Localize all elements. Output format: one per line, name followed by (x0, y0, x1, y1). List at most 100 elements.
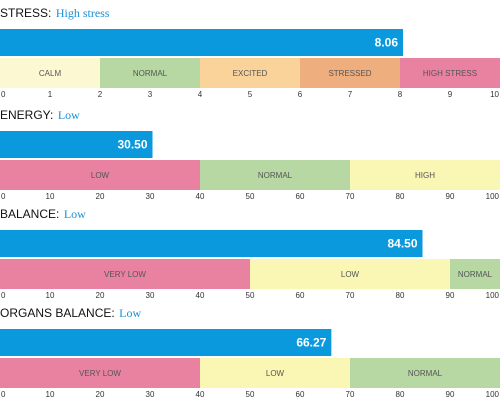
zone-label: NORMAL (133, 69, 168, 78)
stress-header: STRESS: High stress (0, 2, 109, 24)
energy-header: ENERGY: Low (0, 104, 80, 126)
x-tick-label: 80 (396, 390, 405, 399)
x-tick-label: 70 (346, 291, 355, 300)
zone-label: VERY LOW (104, 270, 146, 279)
balance-header: BALANCE: Low (0, 203, 86, 225)
x-tick-label: 0 (1, 192, 6, 201)
x-tick-label: 80 (396, 192, 405, 201)
x-tick-label: 40 (196, 192, 205, 201)
zone-label: NORMAL (258, 171, 293, 180)
stress-bar-chart: CALM NORMAL EXCITED STRESSED HIGH STRESS 8.06… (0, 29, 500, 99)
value-bar (0, 131, 153, 158)
organs-balance-status: Low (119, 306, 142, 320)
zone-band-very-low (0, 358, 200, 388)
x-tick-label: 6 (298, 90, 303, 99)
x-tick-label: 20 (96, 390, 105, 399)
x-tick-label: 0 (1, 90, 6, 99)
zone-band-calm (0, 58, 100, 88)
value-label: 84.50 (387, 237, 417, 251)
energy-indicator: ENERGY: Low LOW NORMAL HIGH 30.50 0 10 20 30 40 5… (0, 104, 500, 204)
x-tick-label: 40 (196, 291, 205, 300)
zone-band-high-stress (400, 58, 500, 88)
zone-band-normal (350, 358, 500, 388)
zone-label: LOW (91, 171, 110, 180)
x-tick-label: 70 (346, 192, 355, 201)
zone-label: LOW (266, 369, 285, 378)
value-label: 8.06 (375, 36, 399, 50)
zone-label: NORMAL (408, 369, 443, 378)
x-tick-label: 0 (1, 390, 6, 399)
x-tick-label: 90 (446, 390, 455, 399)
x-tick-label: 100 (486, 192, 500, 201)
zone-band-normal (450, 259, 500, 289)
x-tick-label: 100 (486, 390, 500, 399)
x-tick-label: 90 (446, 291, 455, 300)
zone-label: NORMAL (458, 270, 493, 279)
organs-balance-indicator: ORGANS BALANCE: Low VERY LOW LOW NORMAL 66.… (0, 302, 500, 402)
energy-bar-chart: LOW NORMAL HIGH 30.50 0 10 20 30 40 50 60 70 80 90 100 (0, 131, 500, 201)
stress-status: High stress (55, 6, 110, 20)
x-tick-label: 9 (448, 90, 453, 99)
zone-band-normal (100, 58, 200, 88)
zone-band-low (0, 160, 200, 190)
x-tick-label: 100 (486, 291, 500, 300)
organs-balance-header: ORGANS BALANCE: Low (0, 302, 141, 324)
organs-balance-bar-chart: VERY LOW LOW NORMAL 66.27 0 10 20 30 40 50 60 70 80 9… (0, 329, 500, 399)
x-tick-label: 7 (348, 90, 353, 99)
x-tick-label: 0 (1, 291, 6, 300)
zone-band-stressed (300, 58, 400, 88)
x-tick-label: 1 (48, 90, 53, 99)
zone-label: VERY LOW (79, 369, 121, 378)
value-bar (0, 230, 423, 257)
stress-indicator: STRESS: High stress CALM NORMAL EXCITED STR… (0, 2, 500, 102)
value-label: 66.27 (296, 336, 326, 350)
x-tick-label: 50 (246, 192, 255, 201)
value-bar (0, 329, 332, 356)
x-tick-label: 5 (248, 90, 253, 99)
x-tick-label: 10 (490, 90, 499, 99)
x-tick-label: 50 (246, 291, 255, 300)
zone-band-very-low (0, 259, 250, 289)
x-tick-label: 60 (296, 291, 305, 300)
zone-band-normal (200, 160, 350, 190)
x-tick-label: 90 (446, 192, 455, 201)
zone-label: HIGH STRESS (423, 69, 477, 78)
x-tick-label: 20 (96, 291, 105, 300)
zone-label: HIGH (415, 171, 435, 180)
zone-label: LOW (341, 270, 360, 279)
balance-status: Low (63, 207, 86, 221)
x-tick-label: 50 (246, 390, 255, 399)
balance-bar-chart: VERY LOW LOW NORMAL 84.50 0 10 20 30 40 50 60 70 80 9… (0, 230, 500, 300)
x-tick-label: 60 (296, 192, 305, 201)
x-tick-label: 3 (148, 90, 153, 99)
x-tick-label: 10 (46, 192, 55, 201)
x-tick-label: 10 (46, 291, 55, 300)
x-tick-label: 30 (146, 390, 155, 399)
organs-balance-label: ORGANS BALANCE: (0, 306, 115, 320)
energy-status: Low (57, 108, 80, 122)
zone-band-low (250, 259, 450, 289)
balance-label: BALANCE: (0, 207, 60, 221)
stress-label: STRESS: (0, 6, 52, 20)
zone-label: EXCITED (233, 69, 268, 78)
zone-band-high (350, 160, 500, 190)
value-bar (0, 29, 403, 56)
x-tick-label: 40 (196, 390, 205, 399)
value-label: 30.50 (117, 138, 147, 152)
x-tick-label: 4 (198, 90, 203, 99)
x-tick-label: 30 (146, 291, 155, 300)
x-tick-label: 30 (146, 192, 155, 201)
zone-band-excited (200, 58, 300, 88)
zone-label: CALM (39, 69, 62, 78)
x-tick-label: 60 (296, 390, 305, 399)
zone-label: STRESSED (328, 69, 371, 78)
energy-label: ENERGY: (0, 108, 54, 122)
balance-indicator: BALANCE: Low VERY LOW LOW NORMAL 84.50 0 10 20… (0, 203, 500, 303)
zone-band-low (200, 358, 350, 388)
x-tick-label: 80 (396, 291, 405, 300)
x-tick-label: 10 (46, 390, 55, 399)
x-tick-label: 20 (96, 192, 105, 201)
x-tick-label: 8 (398, 90, 403, 99)
x-tick-label: 2 (98, 90, 103, 99)
